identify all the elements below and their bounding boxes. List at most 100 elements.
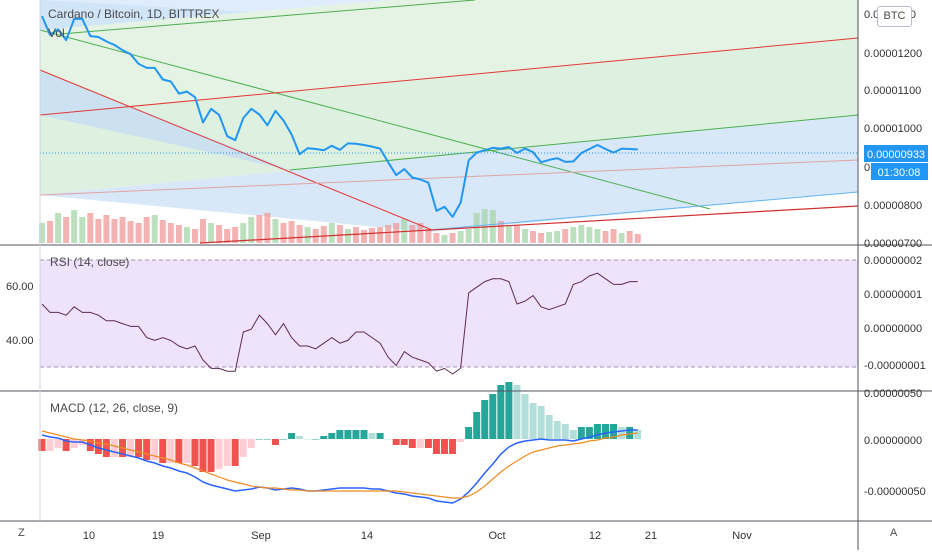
volume-bar (328, 223, 335, 243)
macd-histogram-bar (94, 439, 102, 454)
volume-bar (183, 227, 190, 243)
volume-bar (159, 220, 166, 243)
macd-histogram-bar (392, 439, 400, 445)
macd-histogram-bar (513, 385, 521, 439)
price-pane[interactable] (39, 0, 859, 244)
volume-bar (103, 215, 110, 243)
macd-histogram-bar (545, 415, 553, 439)
macd-histogram-bar (255, 439, 263, 440)
macd-histogram-bar (54, 439, 62, 448)
volume-bar (538, 233, 545, 243)
volume-bar (554, 231, 561, 243)
macd-histogram-bar (312, 439, 320, 440)
time-tick-label: 10 (83, 530, 95, 542)
rsi-right-tick: 0.00000002 (864, 255, 922, 267)
volume-bar (127, 221, 134, 243)
volume-bar (594, 229, 601, 243)
volume-bar (530, 231, 537, 243)
countdown-label: 01:30:08 (878, 167, 921, 179)
last-price-marker: 0.00000933 01:30:08 (864, 145, 928, 180)
macd-histogram-bar (376, 433, 384, 439)
volume-bar (232, 227, 239, 243)
volume-bar (393, 223, 400, 243)
volume-bar (296, 225, 303, 243)
macd-right-tick: -0.00000050 (864, 486, 926, 498)
volume-bar (344, 229, 351, 243)
volume-bar (119, 217, 126, 243)
macd-histogram-bar (529, 403, 537, 439)
volume-bar (256, 215, 263, 243)
macd-histogram-bar (449, 439, 457, 454)
volume-bars (39, 209, 641, 243)
macd-histogram-bar (167, 439, 175, 463)
macd-histogram-bar (618, 427, 626, 439)
macd-histogram-bar (223, 439, 231, 466)
macd-histogram-bar (336, 430, 344, 439)
volume-bar (151, 215, 158, 243)
macd-histogram-bar (151, 439, 159, 460)
volume-bar (369, 228, 376, 243)
macd-histogram-bar (288, 433, 296, 439)
volume-bar (248, 217, 255, 243)
macd-histogram-bar (424, 439, 432, 448)
volume-bar (505, 226, 512, 243)
volume-bar (280, 223, 287, 243)
macd-right-tick: 0.00000050 (864, 388, 922, 400)
macd-signal-line (41, 430, 638, 499)
macd-pane[interactable] (38, 382, 642, 504)
volume-bar (377, 227, 384, 243)
currency-badge[interactable]: BTC (877, 6, 912, 27)
volume-bar (385, 225, 392, 243)
volume-bar (39, 223, 45, 243)
macd-histogram-bar (489, 394, 497, 439)
zoom-corner-button[interactable]: Z (18, 527, 25, 539)
macd-histogram-bar (602, 424, 609, 439)
volume-bar (522, 229, 528, 243)
macd-histogram-bar (199, 439, 207, 472)
macd-histogram-bar (304, 439, 312, 440)
macd-histogram-bar (537, 406, 545, 439)
macd-histogram-bar (593, 424, 601, 439)
volume-bar (481, 209, 488, 243)
macd-histogram-bar (457, 439, 465, 442)
chart-title: Cardano / Bitcoin, 1D, BITTREX (48, 7, 220, 21)
volume-bar (465, 229, 472, 243)
volume-bar (626, 231, 633, 243)
volume-bar (562, 229, 569, 243)
volume-bar (336, 225, 343, 243)
volume-bar (79, 217, 86, 243)
price-tick-label: 0.00001000 (864, 123, 922, 135)
volume-bar (320, 226, 327, 243)
macd-histogram-bar (175, 439, 183, 463)
macd-histogram-bar (110, 439, 118, 457)
macd-histogram-bar (62, 439, 70, 451)
volume-bar (602, 231, 609, 243)
macd-histogram-bar (247, 439, 255, 448)
auto-scale-button[interactable]: A (890, 527, 898, 539)
volume-bar (409, 225, 416, 243)
volume-bar (513, 225, 520, 243)
macd-histogram-bar (521, 394, 529, 439)
time-tick-label: 12 (589, 530, 601, 542)
rsi-axis: 60.00 40.00 0.00000002 0.00000001 0.00000000… (6, 255, 926, 372)
macd-histogram-bar (360, 430, 368, 439)
volume-bar (586, 227, 593, 243)
macd-histogram-bar (344, 430, 352, 439)
last-price-label: 0.00000933 (867, 149, 925, 161)
macd-right-tick: 0.00000000 (864, 435, 922, 447)
macd-histogram-bar (561, 424, 569, 439)
rsi-pane[interactable] (40, 259, 858, 375)
time-axis[interactable]: 10 19 Sep 14 Oct 12 21 Nov (83, 530, 752, 542)
macd-histogram-bar (569, 430, 577, 439)
macd-histogram-bar (46, 439, 54, 451)
macd-histogram-bar (626, 427, 634, 439)
volume-bar (55, 213, 62, 243)
time-tick-label: Nov (732, 530, 752, 542)
volume-bar (610, 229, 617, 243)
chart-legend: Cardano / Bitcoin, 1D, BITTREX Vol (48, 5, 219, 43)
volume-bar (71, 210, 78, 243)
rsi-label: RSI (14, close) (50, 255, 130, 269)
volume-bar (135, 223, 142, 243)
macd-histogram-bar (191, 439, 199, 466)
